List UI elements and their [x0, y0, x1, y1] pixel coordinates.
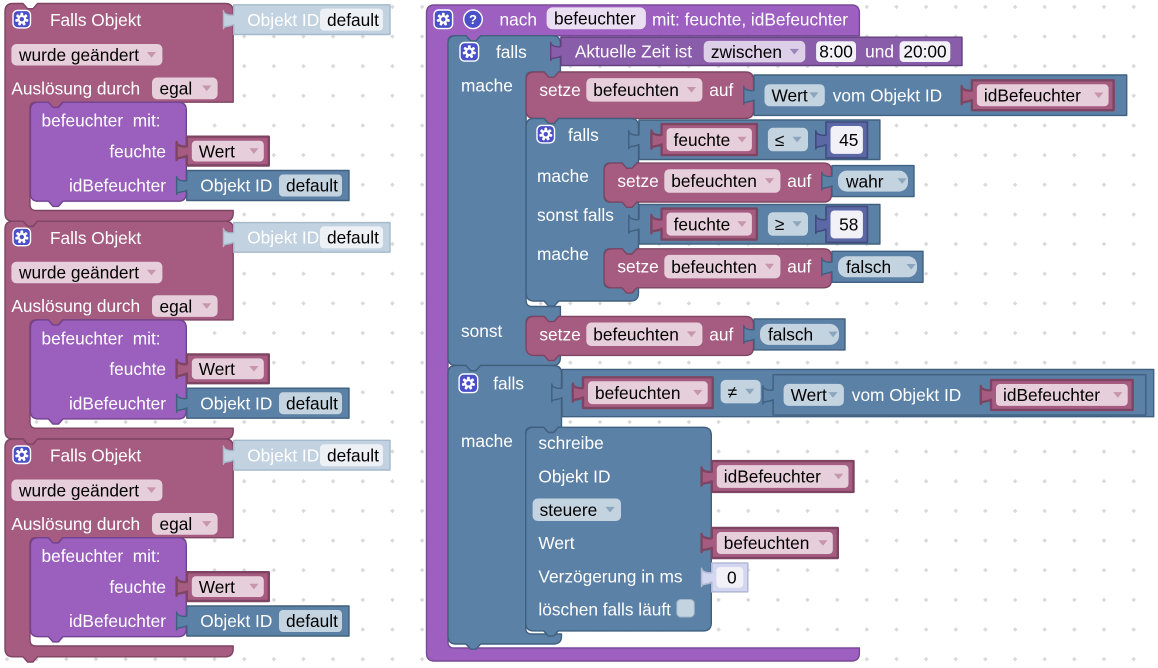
svg-text:default: default: [286, 176, 338, 196]
svg-text:idBefeuchter: idBefeuchter: [724, 467, 821, 487]
svg-text:Objekt ID: Objekt ID: [247, 10, 319, 30]
svg-text:befeuchten: befeuchten: [595, 383, 681, 403]
svg-text:20:00: 20:00: [903, 42, 946, 62]
svg-text:Objekt ID: Objekt ID: [200, 611, 272, 631]
svg-text:Auslösung durch: Auslösung durch: [11, 78, 140, 98]
svg-text:befeuchter mit:: befeuchter mit:: [42, 111, 161, 131]
svg-text:≥: ≥: [775, 214, 785, 234]
svg-text:Auslösung durch: Auslösung durch: [11, 514, 140, 534]
svg-text:setze: setze: [539, 324, 580, 344]
svg-text:egal: egal: [160, 296, 193, 316]
svg-text:zwischen: zwischen: [711, 42, 782, 62]
svg-text:Wert: Wert: [772, 85, 808, 105]
svg-text:idBefeuchter: idBefeuchter: [69, 393, 166, 413]
svg-text:Objekt ID: Objekt ID: [200, 176, 272, 196]
svg-text:default: default: [286, 393, 338, 413]
svg-text:steuere: steuere: [540, 500, 598, 520]
svg-text:befeuchten: befeuchten: [724, 533, 810, 553]
svg-text:setze: setze: [617, 171, 658, 191]
svg-text:Falls Objekt: Falls Objekt: [50, 228, 141, 248]
svg-text:?: ?: [469, 12, 477, 27]
svg-text:Wert: Wert: [199, 577, 235, 597]
svg-text:mache: mache: [461, 76, 513, 96]
svg-text:befeuchter mit:: befeuchter mit:: [42, 328, 161, 348]
svg-text:Objekt ID: Objekt ID: [247, 445, 319, 465]
svg-text:Auslösung durch: Auslösung durch: [11, 296, 140, 316]
svg-text:8:00: 8:00: [819, 42, 853, 62]
svg-text:befeuchten: befeuchten: [593, 324, 679, 344]
svg-text:45: 45: [839, 130, 858, 150]
svg-text:Objekt ID: Objekt ID: [247, 228, 319, 248]
svg-text:falls: falls: [493, 374, 524, 394]
svg-text:Wert: Wert: [199, 359, 235, 379]
svg-text:feuchte: feuchte: [674, 130, 731, 150]
svg-text:Objekt ID: Objekt ID: [200, 393, 272, 413]
svg-text:Wert: Wert: [199, 141, 235, 161]
svg-text:58: 58: [839, 215, 858, 235]
svg-text:egal: egal: [160, 514, 193, 534]
svg-text:Falls Objekt: Falls Objekt: [50, 446, 141, 466]
svg-text:wahr: wahr: [845, 171, 884, 191]
svg-text:auf: auf: [709, 324, 733, 344]
svg-text:auf: auf: [709, 80, 733, 100]
svg-text:feuchte: feuchte: [674, 214, 731, 234]
svg-text:vom Objekt ID: vom Objekt ID: [833, 85, 942, 105]
svg-text:befeuchten: befeuchten: [671, 257, 757, 277]
svg-text:Verzögerung in ms: Verzögerung in ms: [538, 567, 682, 587]
svg-text:Falls Objekt: Falls Objekt: [50, 10, 141, 30]
svg-text:setze: setze: [617, 257, 658, 277]
svg-text:idBefeuchter: idBefeuchter: [1003, 385, 1100, 405]
svg-text:falsch: falsch: [768, 325, 813, 345]
svg-text:falls: falls: [568, 125, 599, 145]
svg-text:default: default: [286, 611, 338, 631]
svg-text:Wert: Wert: [538, 533, 574, 553]
svg-text:sonst falls: sonst falls: [537, 205, 614, 225]
svg-text:feuchte: feuchte: [109, 359, 166, 379]
svg-text:feuchte: feuchte: [109, 141, 166, 161]
svg-text:löschen falls läuft: löschen falls läuft: [538, 600, 671, 620]
svg-text:default: default: [327, 228, 379, 248]
svg-text:idBefeuchter: idBefeuchter: [69, 176, 166, 196]
svg-text:feuchte: feuchte: [109, 577, 166, 597]
svg-text:Aktuelle Zeit ist: Aktuelle Zeit ist: [575, 42, 692, 62]
svg-text:≤: ≤: [775, 130, 785, 150]
svg-text:default: default: [327, 10, 379, 30]
svg-text:≠: ≠: [728, 382, 738, 402]
svg-text:befeuchter: befeuchter: [554, 9, 636, 29]
svg-text:wurde geändert: wurde geändert: [18, 480, 139, 500]
svg-text:Objekt ID: Objekt ID: [538, 467, 610, 487]
svg-text:default: default: [327, 445, 379, 465]
svg-text:befeuchten: befeuchten: [671, 171, 757, 191]
svg-text:idBefeuchter: idBefeuchter: [69, 611, 166, 631]
svg-text:und: und: [865, 42, 894, 62]
svg-text:mache: mache: [537, 244, 589, 264]
svg-text:egal: egal: [160, 79, 193, 99]
svg-text:falsch: falsch: [846, 257, 891, 277]
svg-text:befeuchter mit:: befeuchter mit:: [42, 546, 161, 566]
svg-text:falls: falls: [496, 42, 527, 62]
svg-text:mit: feuchte, idBefeuchter: mit: feuchte, idBefeuchter: [652, 10, 848, 30]
svg-text:0: 0: [727, 568, 737, 588]
svg-text:wurde geändert: wurde geändert: [18, 45, 139, 65]
svg-text:setze: setze: [539, 80, 580, 100]
svg-text:mache: mache: [461, 431, 513, 451]
svg-text:befeuchten: befeuchten: [593, 80, 679, 100]
svg-text:nach: nach: [500, 10, 537, 30]
svg-text:wurde geändert: wurde geändert: [18, 263, 139, 283]
svg-text:Wert: Wert: [791, 385, 827, 405]
svg-text:auf: auf: [787, 257, 811, 277]
svg-text:sonst: sonst: [461, 321, 503, 341]
svg-text:idBefeuchter: idBefeuchter: [984, 86, 1081, 106]
svg-text:schreibe: schreibe: [538, 433, 603, 453]
svg-text:mache: mache: [537, 166, 589, 186]
svg-text:auf: auf: [787, 171, 811, 191]
svg-text:vom Objekt ID: vom Objekt ID: [852, 385, 961, 405]
